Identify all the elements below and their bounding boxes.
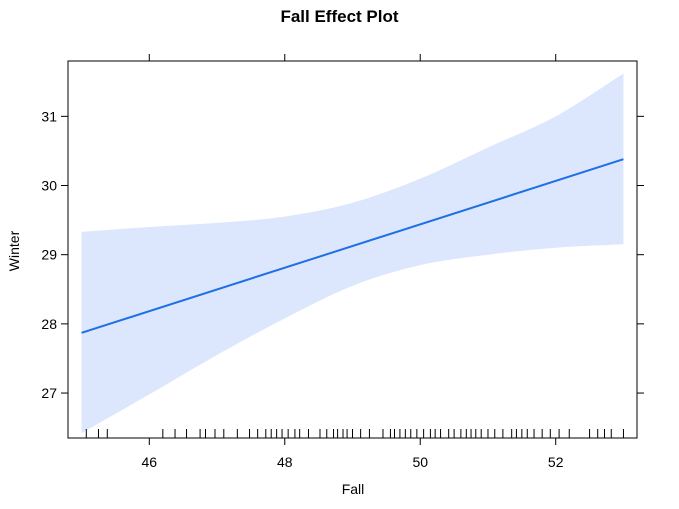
- plot-area: 46 48 50 52 27 28 29 30 31: [41, 54, 644, 470]
- x-tick-label: 48: [277, 454, 293, 470]
- x-tick-label: 52: [548, 454, 564, 470]
- x-axis-label: Fall: [342, 481, 365, 497]
- y-tick-label: 27: [41, 385, 57, 401]
- x-tick-label: 46: [141, 454, 157, 470]
- y-tick-label: 28: [41, 316, 57, 332]
- y-tick-label: 30: [41, 178, 57, 194]
- y-tick-label: 31: [41, 108, 57, 124]
- y-tick-label: 29: [41, 247, 57, 263]
- fitted-line: [81, 158, 624, 334]
- x-tick-label: 50: [412, 454, 428, 470]
- chart-title: Fall Effect Plot: [280, 7, 398, 26]
- y-axis-label: Winter: [6, 230, 22, 271]
- confidence-band: [81, 73, 624, 434]
